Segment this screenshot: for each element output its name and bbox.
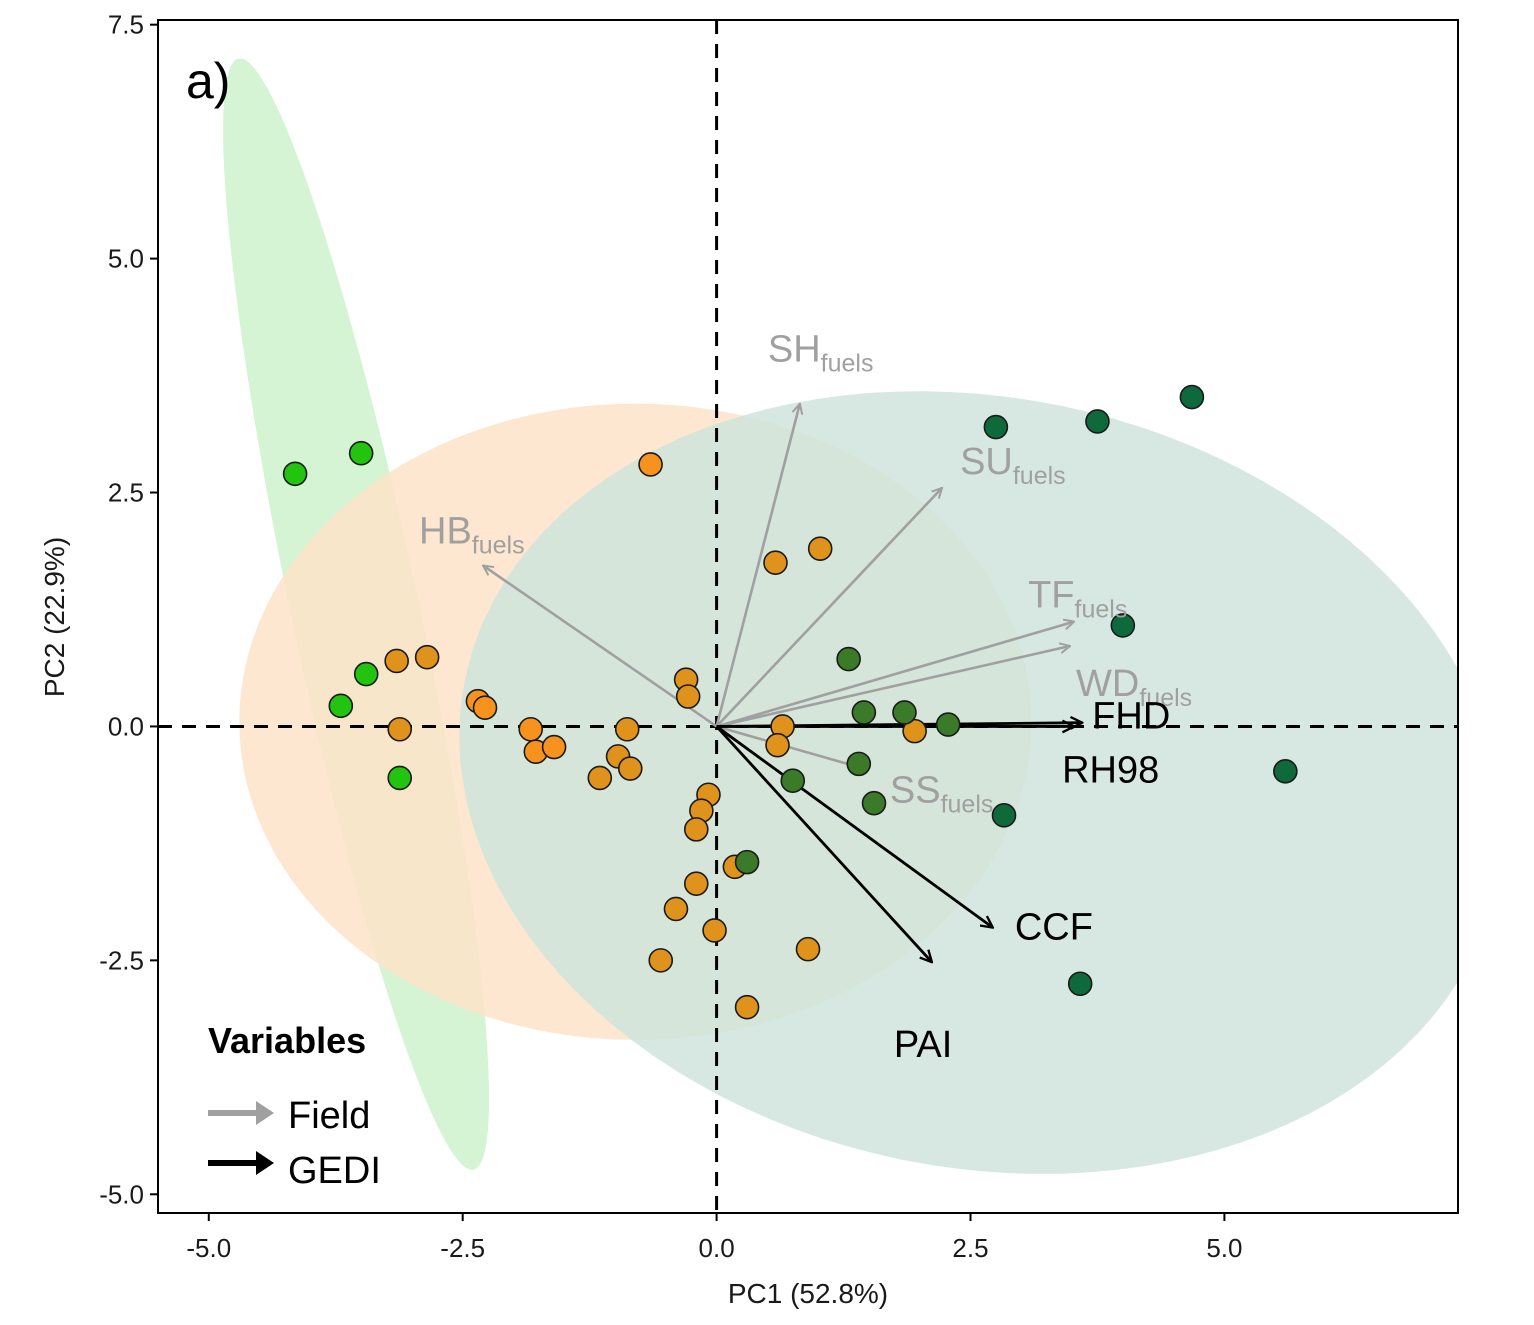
data-point — [541, 734, 567, 760]
data-point — [328, 693, 354, 719]
panel-label: a) — [186, 53, 230, 109]
data-point — [617, 756, 643, 781]
legend-gedi-label: GEDI — [288, 1150, 381, 1192]
x-tick-label: -5.0 — [186, 1233, 231, 1263]
y-tick-label: 0.0 — [108, 711, 144, 741]
legend-field-arrowhead — [256, 1101, 274, 1125]
y-tick-label: -2.5 — [99, 945, 144, 975]
data-point — [807, 536, 833, 561]
vector-label-su: SUfuels — [960, 441, 1066, 490]
data-point — [1273, 759, 1298, 784]
y-axis-title: PC2 (22.9%) — [39, 537, 70, 697]
data-point — [587, 765, 613, 791]
data-point — [734, 994, 760, 1020]
vector-label-ss: SSfuels — [890, 770, 994, 819]
vector-ss — [716, 725, 864, 768]
data-point — [935, 712, 961, 737]
legend-title: Variables — [208, 1020, 366, 1061]
data-point — [353, 661, 379, 687]
data-point — [387, 716, 413, 742]
vector-label-wd: WDfuels — [1076, 663, 1192, 712]
data-point — [983, 414, 1009, 440]
vector-label-ccf: CCF — [1015, 907, 1093, 949]
x-tick-label: -2.5 — [440, 1233, 485, 1263]
data-point — [1067, 971, 1093, 997]
vector-label-hb: HBfuels — [419, 511, 525, 560]
y-tick-label: 5.0 — [108, 244, 144, 274]
data-point — [614, 716, 640, 742]
data-point — [1110, 613, 1136, 638]
y-tick-label: -5.0 — [99, 1179, 144, 1209]
vector-ccf — [715, 725, 993, 927]
vector-wd — [716, 646, 1070, 728]
data-point — [1179, 384, 1205, 410]
data-point — [892, 700, 917, 725]
data-point — [414, 644, 440, 670]
vector-label-rh98: RH98 — [1062, 749, 1159, 791]
data-point — [795, 936, 821, 962]
vector-pai — [715, 725, 932, 962]
data-point — [902, 718, 927, 744]
data-point — [734, 849, 760, 875]
y-tick-label: 2.5 — [108, 478, 144, 508]
vector-su — [715, 488, 942, 728]
x-axis: -5.0 -2.5 0.0 2.5 5.0 — [186, 1213, 1242, 1263]
y-tick-label: 7.5 — [108, 10, 144, 40]
data-point — [836, 646, 861, 672]
data-point — [1085, 409, 1110, 434]
data-point — [851, 700, 877, 725]
data-point — [638, 452, 663, 477]
variable-labels: SHfuels SUfuels HBfuels TFfuels WDfuels SSfue… — [419, 329, 1192, 1067]
data-point — [384, 648, 409, 674]
data-point — [991, 803, 1017, 828]
data-point — [648, 948, 674, 973]
data-point — [518, 716, 544, 742]
x-tick-label: 2.5 — [952, 1233, 988, 1263]
x-axis-title: PC1 (52.8%) — [728, 1278, 888, 1309]
vector-label-sh: SHfuels — [768, 329, 874, 378]
legend: Variables Field GEDI — [208, 1020, 381, 1192]
data-point — [683, 871, 709, 896]
data-point — [675, 684, 701, 709]
data-point — [780, 768, 806, 794]
data-point — [765, 732, 790, 758]
data-point — [387, 765, 413, 791]
data-point — [663, 896, 689, 922]
data-point — [282, 461, 308, 487]
data-point — [763, 550, 788, 575]
observation-points — [282, 384, 1298, 1020]
vector-sh — [715, 404, 800, 727]
group-ellipse-5 — [459, 391, 1458, 1174]
x-tick-label: 0.0 — [699, 1233, 735, 1263]
data-point — [846, 751, 872, 777]
vector-tf — [716, 622, 1075, 728]
y-axis: -5.0 -2.5 0.0 2.5 5.0 7.5 — [99, 10, 158, 1209]
data-point — [348, 440, 374, 466]
legend-gedi-arrowhead — [256, 1151, 274, 1175]
plot-panel-border — [157, 19, 1459, 1214]
x-tick-label: 5.0 — [1206, 1233, 1242, 1263]
vector-label-fhd: FHD — [1092, 696, 1170, 738]
data-point — [683, 817, 709, 842]
vector-label-pai: PAI — [894, 1024, 952, 1066]
data-point — [861, 790, 887, 816]
vector-label-tf: TFfuels — [1028, 575, 1127, 624]
legend-field-label: Field — [288, 1095, 370, 1137]
data-point — [702, 918, 727, 943]
data-point — [472, 695, 498, 721]
